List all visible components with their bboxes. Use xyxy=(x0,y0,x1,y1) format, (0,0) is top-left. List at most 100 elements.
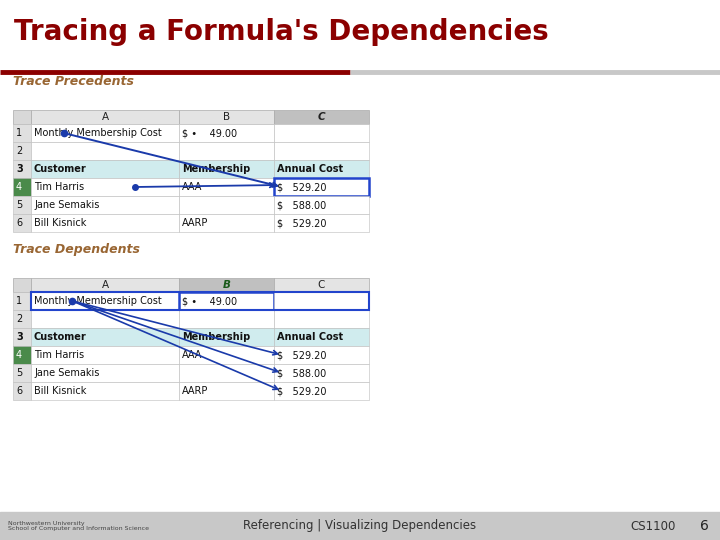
Bar xyxy=(13,160,31,178)
Bar xyxy=(31,364,179,382)
Bar xyxy=(179,382,274,400)
Text: $   588.00: $ 588.00 xyxy=(277,368,326,378)
Text: A: A xyxy=(102,280,109,290)
Bar xyxy=(31,214,179,232)
Bar xyxy=(13,346,31,364)
Bar xyxy=(274,364,369,382)
Text: Membership: Membership xyxy=(182,332,251,342)
Text: Monthly Membership Cost: Monthly Membership Cost xyxy=(34,128,162,138)
Text: $ •    49.00: $ • 49.00 xyxy=(182,296,237,306)
Bar xyxy=(274,328,369,346)
Bar xyxy=(31,310,179,328)
Text: AARP: AARP xyxy=(182,386,208,396)
Bar xyxy=(31,196,179,214)
Bar xyxy=(274,110,369,124)
Bar xyxy=(13,292,31,310)
Bar xyxy=(31,382,179,400)
Bar xyxy=(13,278,31,292)
Bar xyxy=(31,160,179,178)
Text: 6: 6 xyxy=(16,386,22,396)
Text: C: C xyxy=(318,280,325,290)
Bar xyxy=(179,178,274,196)
Bar xyxy=(31,328,179,346)
Text: CS1100: CS1100 xyxy=(630,519,675,532)
Text: Referencing | Visualizing Dependencies: Referencing | Visualizing Dependencies xyxy=(243,519,477,532)
Bar xyxy=(179,196,274,214)
Text: B: B xyxy=(222,280,230,290)
Text: AARP: AARP xyxy=(182,218,208,228)
Text: Annual Cost: Annual Cost xyxy=(277,332,343,342)
Bar xyxy=(274,382,369,400)
Bar xyxy=(31,278,179,292)
Bar xyxy=(179,364,274,382)
Bar xyxy=(274,292,369,310)
Text: Trace Precedents: Trace Precedents xyxy=(13,75,134,88)
Bar xyxy=(274,278,369,292)
Bar xyxy=(13,364,31,382)
Bar xyxy=(13,196,31,214)
Text: AAA: AAA xyxy=(182,350,202,360)
Bar xyxy=(13,328,31,346)
Bar xyxy=(274,124,369,142)
Text: C: C xyxy=(318,112,325,122)
Text: 3: 3 xyxy=(16,332,23,342)
Text: AAA: AAA xyxy=(182,182,202,192)
Text: Northwestern University
School of Computer and Information Science: Northwestern University School of Comput… xyxy=(8,521,149,531)
Bar xyxy=(274,310,369,328)
Bar xyxy=(31,292,179,310)
Bar xyxy=(274,142,369,160)
Text: $   529.20: $ 529.20 xyxy=(277,182,326,192)
Bar xyxy=(274,178,369,196)
Bar xyxy=(179,160,274,178)
Text: Annual Cost: Annual Cost xyxy=(277,164,343,174)
Text: $   529.20: $ 529.20 xyxy=(277,386,326,396)
Bar xyxy=(13,124,31,142)
Bar xyxy=(179,328,274,346)
Bar xyxy=(179,214,274,232)
Bar xyxy=(179,278,274,292)
Bar xyxy=(13,382,31,400)
Text: 6: 6 xyxy=(700,519,709,533)
Text: A: A xyxy=(102,112,109,122)
Text: $   588.00: $ 588.00 xyxy=(277,200,326,210)
Bar xyxy=(13,142,31,160)
Bar xyxy=(13,110,31,124)
Text: 5: 5 xyxy=(16,200,22,210)
Text: B: B xyxy=(223,112,230,122)
Bar xyxy=(274,196,369,214)
Text: Membership: Membership xyxy=(182,164,251,174)
Text: 4: 4 xyxy=(16,182,22,192)
Bar xyxy=(179,124,274,142)
Text: Jane Semakis: Jane Semakis xyxy=(34,368,99,378)
Text: $ •    49.00: $ • 49.00 xyxy=(182,128,237,138)
Bar xyxy=(0,512,720,540)
Bar xyxy=(179,142,274,160)
Bar xyxy=(31,142,179,160)
Bar xyxy=(179,292,274,310)
Text: Bill Kisnick: Bill Kisnick xyxy=(34,218,86,228)
Text: Bill Kisnick: Bill Kisnick xyxy=(34,386,86,396)
Bar xyxy=(13,310,31,328)
Text: 1: 1 xyxy=(16,296,22,306)
Text: 1: 1 xyxy=(16,128,22,138)
Text: 6: 6 xyxy=(16,218,22,228)
Text: 5: 5 xyxy=(16,368,22,378)
Bar xyxy=(274,214,369,232)
Text: Jane Semakis: Jane Semakis xyxy=(34,200,99,210)
Text: $   529.20: $ 529.20 xyxy=(277,350,326,360)
Text: Tim Harris: Tim Harris xyxy=(34,182,84,192)
Bar xyxy=(31,110,179,124)
Text: 2: 2 xyxy=(16,146,22,156)
Text: 4: 4 xyxy=(16,350,22,360)
Text: Trace Dependents: Trace Dependents xyxy=(13,243,140,256)
Bar xyxy=(31,178,179,196)
Bar xyxy=(31,124,179,142)
Bar xyxy=(274,160,369,178)
Text: $   529.20: $ 529.20 xyxy=(277,218,326,228)
Text: 3: 3 xyxy=(16,164,23,174)
Bar xyxy=(31,346,179,364)
Bar xyxy=(13,214,31,232)
Bar xyxy=(179,110,274,124)
Bar xyxy=(179,310,274,328)
Text: Customer: Customer xyxy=(34,164,86,174)
